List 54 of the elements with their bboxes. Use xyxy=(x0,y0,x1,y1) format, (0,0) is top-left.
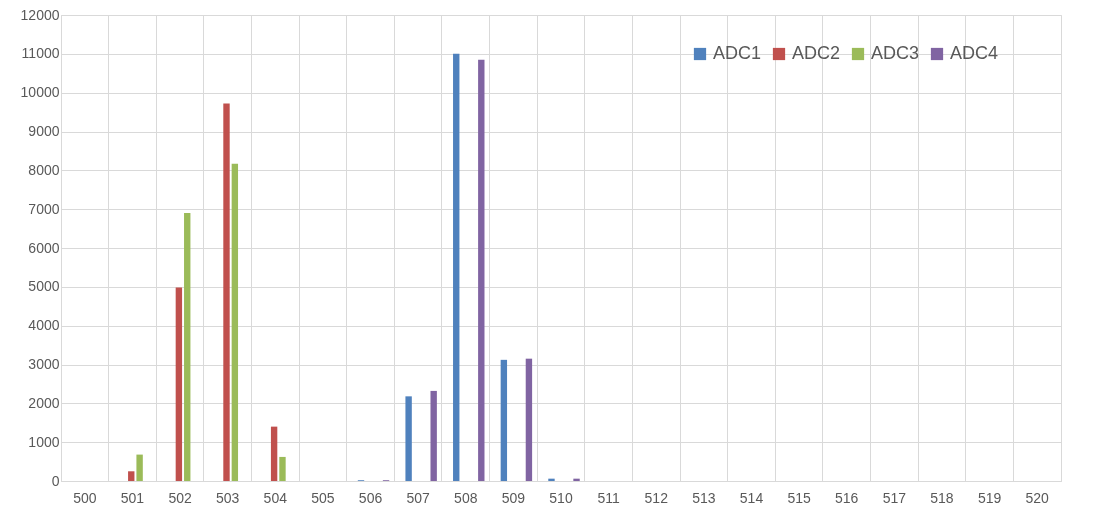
legend-label: ADC1 xyxy=(713,43,762,63)
legend-label: ADC4 xyxy=(950,43,999,63)
x-tick-label: 520 xyxy=(1025,489,1050,506)
bar xyxy=(175,287,183,481)
x-tick-label: 501 xyxy=(120,489,145,506)
x-tick-label: 503 xyxy=(215,489,240,506)
x-tick-label: 502 xyxy=(168,489,192,506)
bar xyxy=(223,103,230,481)
y-tick-label: 9000 xyxy=(28,123,60,139)
bar xyxy=(270,426,278,481)
bar xyxy=(525,358,533,481)
legend-label: ADC3 xyxy=(871,43,920,63)
x-tick-label: 506 xyxy=(358,489,383,506)
x-tick-label: 504 xyxy=(263,489,288,506)
x-tick-label: 509 xyxy=(501,489,526,506)
y-tick-label: 11000 xyxy=(21,45,60,62)
y-tick-label: 5000 xyxy=(28,278,60,295)
x-tick-label: 500 xyxy=(73,489,97,506)
x-tick-label: 512 xyxy=(644,489,669,506)
bar xyxy=(279,456,286,481)
y-tick-label: 2000 xyxy=(28,394,60,411)
x-tick-label: 508 xyxy=(454,489,478,506)
x-tick-label: 513 xyxy=(692,489,716,506)
x-tick-label: 515 xyxy=(787,489,811,506)
legend-label: ADC2 xyxy=(792,43,841,63)
y-tick-label: 7000 xyxy=(28,200,60,217)
y-tick-label: 12000 xyxy=(20,6,60,23)
y-tick-label: 10000 xyxy=(20,84,60,101)
bar xyxy=(573,478,580,481)
bar xyxy=(128,471,135,481)
y-tick-label: 1000 xyxy=(28,433,60,450)
bar xyxy=(136,454,143,481)
x-tick-label: 517 xyxy=(882,489,907,506)
bar xyxy=(184,213,191,481)
bar xyxy=(548,478,555,481)
x-tick-label: 518 xyxy=(930,489,954,506)
y-tick-label: 8000 xyxy=(28,161,60,178)
y-tick-label: 6000 xyxy=(28,239,60,256)
x-tick-label: 514 xyxy=(739,489,764,506)
y-tick-label: 3000 xyxy=(28,356,60,372)
x-tick-label: 516 xyxy=(835,489,859,506)
x-tick-label: 510 xyxy=(549,489,573,506)
y-tick-label: 4000 xyxy=(28,317,60,334)
bar xyxy=(430,390,437,481)
bar xyxy=(231,163,239,481)
x-tick-label: 505 xyxy=(311,489,335,506)
bar xyxy=(453,53,460,481)
y-tick-label: 0 xyxy=(51,472,60,489)
x-tick-label: 507 xyxy=(406,489,431,506)
bar xyxy=(500,359,508,481)
x-tick-label: 519 xyxy=(977,489,1002,506)
x-tick-label: 511 xyxy=(597,489,620,506)
bar xyxy=(405,396,412,481)
bar xyxy=(478,59,485,481)
